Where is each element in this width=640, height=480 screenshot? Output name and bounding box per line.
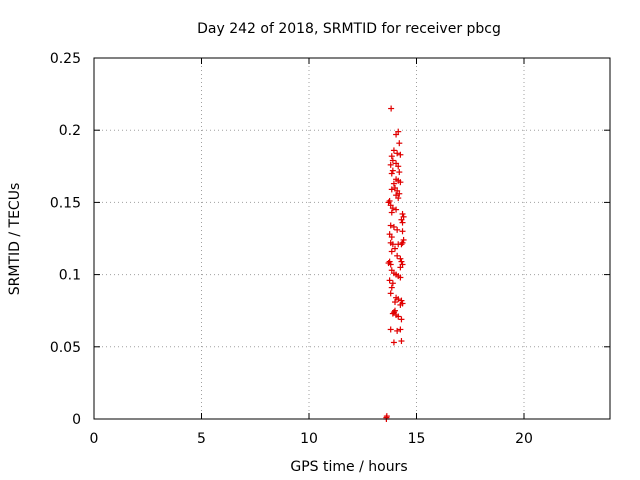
scatter-point xyxy=(399,219,406,226)
y-tick-label: 0.05 xyxy=(50,340,81,356)
scatter-point xyxy=(396,190,403,197)
scatter-point xyxy=(393,131,400,138)
scatter-point xyxy=(400,236,407,243)
x-tick-label: 20 xyxy=(515,431,533,447)
scatter-point xyxy=(390,180,397,187)
y-tick-label: 0.25 xyxy=(50,51,81,67)
scatter-point xyxy=(398,258,405,265)
scatter-point xyxy=(390,339,397,346)
y-axis-label: SRMTID / TECUs xyxy=(7,183,23,296)
scatter-point xyxy=(390,147,397,154)
x-tick-label: 15 xyxy=(408,431,426,447)
scatter-point xyxy=(390,270,397,277)
x-tick-label: 0 xyxy=(90,431,99,447)
scatter-point xyxy=(388,170,395,177)
y-tick-label: 0.1 xyxy=(59,268,81,284)
scatter-point xyxy=(389,167,396,174)
scatter-point xyxy=(398,316,405,323)
scatter-point xyxy=(387,326,394,333)
scatter-point xyxy=(388,105,395,112)
scatter-point xyxy=(387,222,394,229)
scatter-point xyxy=(396,169,403,176)
scatter-point xyxy=(397,179,404,186)
scatter-point xyxy=(392,245,398,252)
scatter-point xyxy=(397,274,404,281)
scatter-point xyxy=(394,252,401,259)
scatter-point xyxy=(394,327,401,334)
scatter-point xyxy=(386,197,393,204)
x-tick-label: 10 xyxy=(300,431,318,447)
scatter-point xyxy=(398,241,405,248)
scatter-point xyxy=(388,248,395,255)
scatter-point xyxy=(397,151,404,158)
scatter-point xyxy=(395,163,402,170)
y-tick-label: 0 xyxy=(72,412,81,428)
scatter-point xyxy=(392,299,398,306)
scatter-point xyxy=(386,277,393,284)
scatter-point xyxy=(389,205,396,212)
scatter-point xyxy=(396,140,403,147)
scatter-point xyxy=(387,290,394,297)
scatter-point xyxy=(397,301,404,308)
scatter-point xyxy=(389,280,396,287)
grid-lines xyxy=(94,58,610,419)
scatter-point xyxy=(395,296,402,303)
scatter-point xyxy=(397,264,404,271)
scatter-point xyxy=(398,297,405,304)
scatter-point xyxy=(392,307,398,314)
scatter-point xyxy=(399,239,406,246)
y-tick-label: 0.2 xyxy=(59,123,81,139)
scatter-point xyxy=(395,195,402,202)
scatter-point xyxy=(398,216,405,223)
scatter-point xyxy=(394,150,401,157)
scatter-point xyxy=(395,313,402,320)
x-axis-label: GPS time / hours xyxy=(290,459,407,475)
scatter-point xyxy=(388,209,395,216)
scatter-point xyxy=(387,161,394,168)
scatter-point xyxy=(383,413,390,420)
y-tick-label: 0.15 xyxy=(50,195,81,211)
scatter-point xyxy=(388,284,395,291)
scatter-point xyxy=(389,241,396,248)
plot-frame xyxy=(93,57,611,420)
scatter-point xyxy=(388,234,395,241)
scatter-point xyxy=(398,338,405,345)
scatter-point xyxy=(397,255,404,262)
scatter-point xyxy=(399,210,406,217)
x-tick-label: 5 xyxy=(197,431,206,447)
scatter-point xyxy=(388,153,395,160)
scatter-point xyxy=(390,223,397,230)
scatter-point xyxy=(397,326,404,333)
scatter-point xyxy=(393,206,400,213)
scatter-point xyxy=(386,258,393,265)
axis-ticks: 0 5 10 15 20 0 0.05 0.1 0.15 0.2 0.25 xyxy=(50,51,610,447)
data-points xyxy=(383,105,407,422)
chart-title: Day 242 of 2018, SRMTID for receiver pbc… xyxy=(197,21,501,37)
scatter-point xyxy=(389,157,396,164)
scatter-point xyxy=(394,226,401,233)
scatter-point xyxy=(387,261,394,268)
scatter-point xyxy=(399,228,406,235)
scatter-point xyxy=(388,186,395,193)
